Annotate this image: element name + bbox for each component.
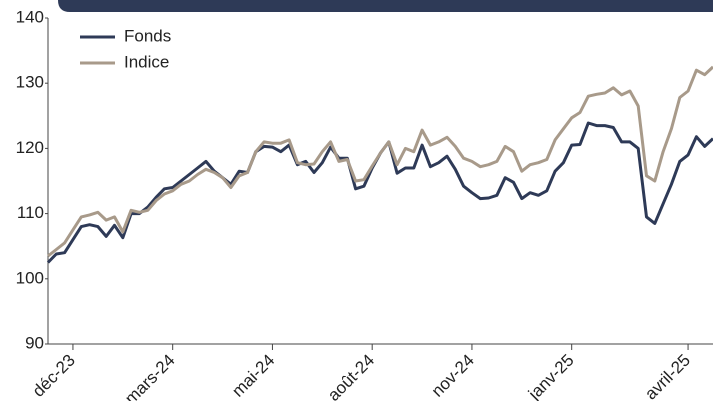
y-tick-label: 90 xyxy=(25,333,44,352)
header-bar xyxy=(58,0,713,12)
series-line xyxy=(47,65,713,258)
legend-label: Indice xyxy=(124,52,169,71)
x-tick-label: déc-23 xyxy=(29,351,79,401)
x-tick-label: janv-25 xyxy=(524,351,578,401)
legend-label: Fonds xyxy=(124,26,171,45)
x-tick-label: août-24 xyxy=(324,351,378,401)
y-tick-label: 100 xyxy=(16,268,44,287)
series-line xyxy=(46,121,713,264)
y-tick-label: 110 xyxy=(17,203,44,222)
x-tick-label: avril-25 xyxy=(641,351,694,401)
x-tick-label: mai-24 xyxy=(228,351,278,401)
y-tick-label: 130 xyxy=(16,73,44,92)
y-tick-label: 140 xyxy=(16,7,44,26)
y-tick-label: 120 xyxy=(16,138,44,157)
x-tick-label: mars-24 xyxy=(121,351,179,401)
x-tick-label: nov-24 xyxy=(428,351,478,401)
